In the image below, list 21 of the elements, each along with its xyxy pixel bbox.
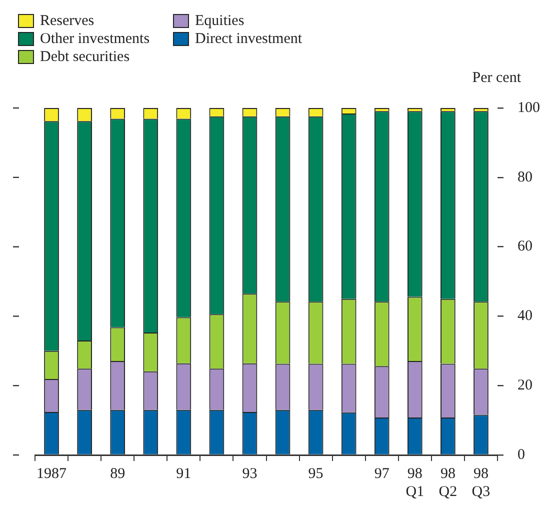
x-tick-label: 91 <box>176 466 192 482</box>
y-tick-label: 20 <box>518 378 532 394</box>
x-tick-label: 98 Q1 <box>406 466 424 500</box>
y-tick-label: 40 <box>518 308 532 324</box>
y-tick-label: 60 <box>518 238 532 255</box>
x-tick-label: 98 Q2 <box>438 466 458 500</box>
y-tick-label: 0 <box>518 446 525 463</box>
y-axis-title: Per cent <box>472 70 521 87</box>
x-tick-label: 93 <box>242 466 258 482</box>
legend-label: Equities <box>195 12 244 30</box>
x-tick-label: 98 Q3 <box>472 466 490 500</box>
legend-label: Reserves <box>40 12 94 30</box>
legend-label: Other investments <box>40 30 150 48</box>
x-tick-label: 89 <box>110 466 126 482</box>
x-tick-label: 1987 <box>36 466 68 482</box>
legend-label: Direct investment <box>195 30 302 48</box>
y-tick-label: 100 <box>518 100 540 116</box>
y-tick-label: 80 <box>518 169 532 186</box>
x-tick-label: 97 <box>374 466 390 482</box>
legend-label: Debt securities <box>40 48 130 66</box>
x-tick-label: 95 <box>308 466 324 482</box>
